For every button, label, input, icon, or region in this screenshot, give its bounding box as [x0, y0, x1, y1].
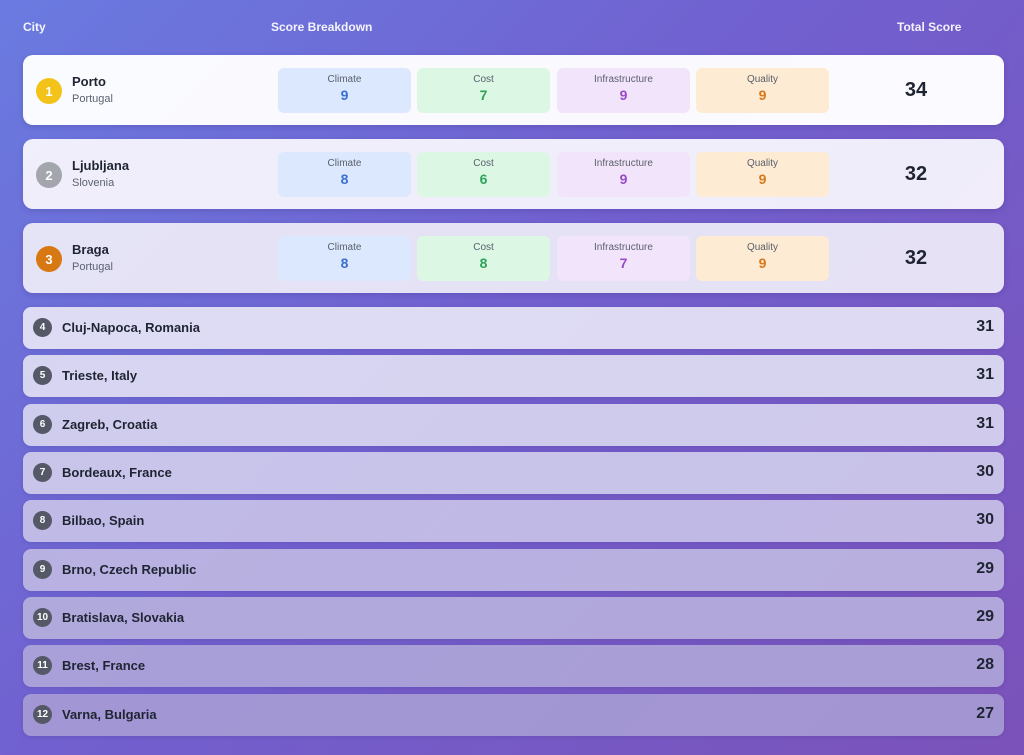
city-row-score: 31 — [976, 366, 994, 384]
city-row-score: 29 — [976, 559, 994, 577]
infrastructure-score-tile: Infrastructure 9 — [557, 152, 690, 197]
cost-value: 8 — [479, 255, 488, 271]
city-row[interactable]: 9 Brno, Czech Republic 29 — [23, 548, 1004, 591]
city-ranking-list: 1 Porto Portugal Climate 9 Cost 7 Infras… — [23, 55, 1004, 742]
rank-badge: 12 — [33, 704, 52, 724]
city-row-score: 28 — [976, 656, 994, 674]
climate-score-tile: Climate 8 — [278, 236, 411, 281]
city-name: Porto — [72, 74, 106, 89]
climate-score-tile: Climate 8 — [278, 152, 411, 197]
city-row-name: Bordeaux, France — [62, 465, 172, 481]
city-row-name: Brno, Czech Republic — [62, 561, 197, 577]
column-header-total-score: Total Score — [897, 20, 962, 34]
top-city-card-1[interactable]: 1 Porto Portugal Climate 9 Cost 7 Infras… — [23, 55, 1004, 125]
total-score: 32 — [904, 162, 928, 185]
rank-badge: 6 — [33, 414, 52, 434]
quality-score-tile: Quality 9 — [696, 236, 829, 281]
city-name: Ljubljana — [72, 158, 130, 173]
rank-badge: 11 — [33, 656, 52, 676]
quality-label: Quality — [746, 242, 779, 253]
city-row-name: Varna, Bulgaria — [62, 706, 157, 722]
cost-value: 7 — [479, 87, 488, 103]
bronze-medal-badge: 3 — [36, 246, 62, 272]
infrastructure-label: Infrastructure — [594, 158, 653, 169]
city-row-name: Zagreb, Croatia — [62, 416, 158, 432]
climate-label: Climate — [327, 74, 362, 85]
rank-badge: 10 — [33, 608, 52, 628]
quality-label: Quality — [746, 158, 779, 169]
silver-medal-badge: 2 — [36, 162, 62, 188]
quality-score-tile: Quality 9 — [696, 152, 829, 197]
city-row[interactable]: 5 Trieste, Italy 31 — [23, 355, 1004, 398]
climate-value: 8 — [340, 171, 349, 187]
infrastructure-label: Infrastructure — [594, 74, 653, 85]
infrastructure-score-tile: Infrastructure 9 — [557, 68, 690, 113]
city-row[interactable]: 12 Varna, Bulgaria 27 — [23, 693, 1004, 736]
city-row[interactable]: 11 Brest, France 28 — [23, 645, 1004, 688]
quality-value: 9 — [758, 171, 767, 187]
climate-label: Climate — [327, 158, 362, 169]
quality-value: 9 — [758, 87, 767, 103]
cost-label: Cost — [473, 74, 494, 85]
city-row-name: Bratislava, Slovakia — [62, 610, 185, 626]
city-row[interactable]: 7 Bordeaux, France 30 — [23, 452, 1004, 495]
city-row-score: 31 — [976, 414, 994, 432]
column-header-city: City — [23, 20, 46, 34]
cost-label: Cost — [473, 158, 494, 169]
infrastructure-value: 7 — [619, 255, 628, 271]
city-row-score: 29 — [976, 608, 994, 626]
quality-value: 9 — [758, 255, 767, 271]
climate-label: Climate — [327, 242, 362, 253]
city-country: Slovenia — [72, 177, 115, 189]
top-city-card-3[interactable]: 3 Braga Portugal Climate 8 Cost 8 Infras… — [23, 223, 1004, 293]
city-row-score: 30 — [976, 463, 994, 481]
city-row[interactable]: 10 Bratislava, Slovakia 29 — [23, 597, 1004, 640]
city-country: Portugal — [72, 261, 113, 273]
gold-medal-badge: 1 — [36, 78, 62, 104]
total-score: 34 — [904, 78, 928, 101]
rank-badge: 4 — [33, 318, 52, 337]
city-row-name: Trieste, Italy — [62, 368, 138, 384]
city-row-score: 27 — [976, 704, 994, 722]
total-score: 32 — [904, 246, 928, 269]
city-country: Portugal — [72, 93, 113, 105]
rank-badge: 9 — [33, 559, 52, 579]
infrastructure-value: 9 — [619, 171, 628, 187]
city-row[interactable]: 4 Cluj-Napoca, Romania 31 — [23, 307, 1004, 349]
rank-badge: 8 — [33, 511, 52, 531]
city-row-name: Bilbao, Spain — [62, 513, 145, 529]
top-city-card-2[interactable]: 2 Ljubljana Slovenia Climate 8 Cost 6 In… — [23, 139, 1004, 209]
city-name: Braga — [72, 242, 109, 257]
city-row-score: 30 — [976, 511, 994, 529]
rank-badge: 7 — [33, 463, 52, 483]
rank-badge: 5 — [33, 366, 52, 386]
climate-value: 9 — [340, 87, 349, 103]
city-row-name: Cluj-Napoca, Romania — [62, 320, 200, 335]
cost-score-tile: Cost 7 — [417, 68, 550, 113]
cost-score-tile: Cost 8 — [417, 236, 550, 281]
city-row[interactable]: 6 Zagreb, Croatia 31 — [23, 403, 1004, 446]
city-row-score: 31 — [976, 318, 994, 335]
climate-value: 8 — [340, 255, 349, 271]
quality-score-tile: Quality 9 — [696, 68, 829, 113]
quality-label: Quality — [746, 74, 779, 85]
infrastructure-value: 9 — [619, 87, 628, 103]
cost-value: 6 — [479, 171, 488, 187]
table-header: City Score Breakdown Total Score — [0, 20, 1024, 36]
cost-label: Cost — [473, 242, 494, 253]
climate-score-tile: Climate 9 — [278, 68, 411, 113]
infrastructure-label: Infrastructure — [594, 242, 653, 253]
city-row[interactable]: 8 Bilbao, Spain 30 — [23, 500, 1004, 543]
infrastructure-score-tile: Infrastructure 7 — [557, 236, 690, 281]
cost-score-tile: Cost 6 — [417, 152, 550, 197]
city-row-name: Brest, France — [62, 658, 146, 674]
column-header-score-breakdown: Score Breakdown — [271, 20, 373, 34]
